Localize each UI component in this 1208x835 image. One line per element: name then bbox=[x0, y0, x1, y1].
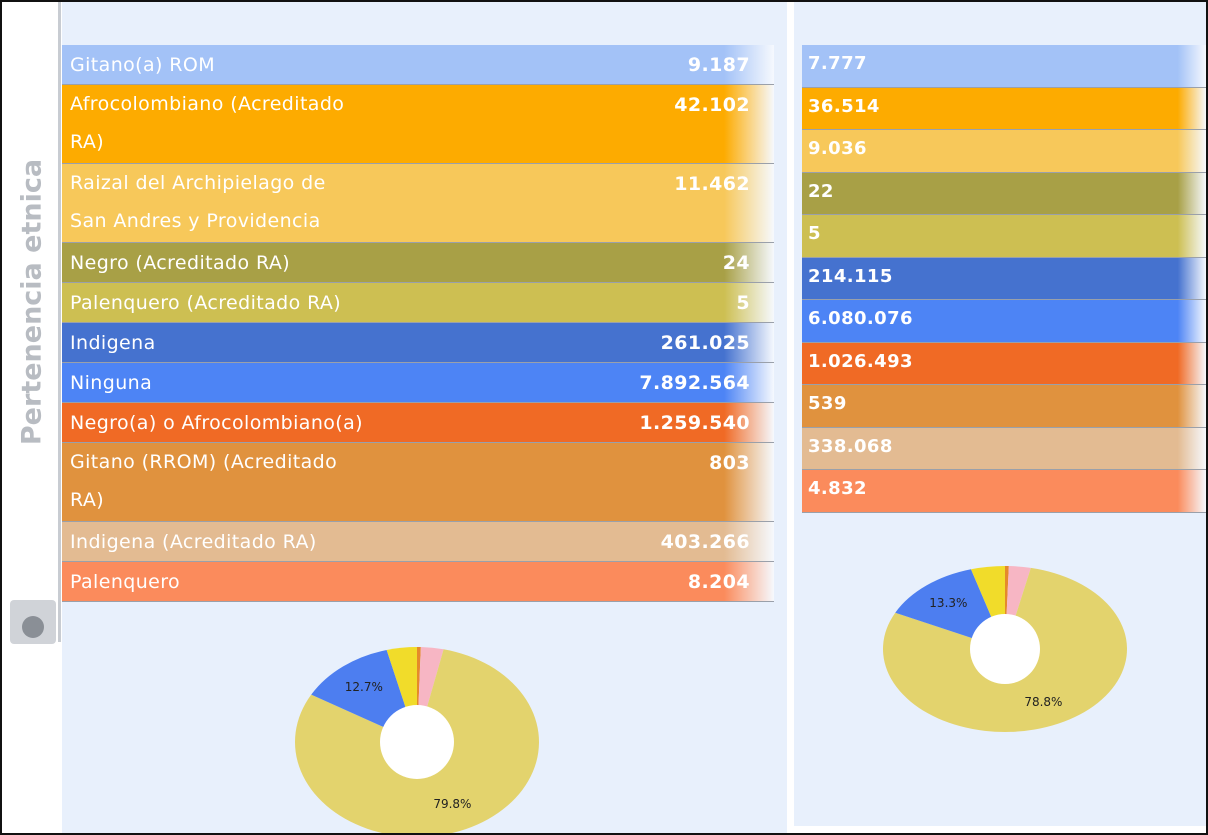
table-row: 5 bbox=[802, 215, 1206, 258]
table-row: 1.026.493 bbox=[802, 342, 1206, 385]
table-row: Raizal del Archipielago de San Andres y P… bbox=[62, 164, 774, 243]
row-label: Gitano(a) ROM bbox=[70, 45, 215, 85]
row-value: 7.777 bbox=[808, 53, 867, 74]
label-line: Negro(a) o Afrocolombiano(a) bbox=[70, 412, 363, 434]
label-line: San Andres y Providencia bbox=[70, 210, 321, 232]
row-value: 261.025 bbox=[660, 332, 750, 354]
label-line: Palenquero bbox=[70, 571, 181, 593]
table-row: Indigena 261.025 bbox=[62, 323, 774, 363]
row-value: 8.204 bbox=[687, 571, 750, 593]
row-value: 7.892.564 bbox=[639, 372, 750, 394]
row-value: 403.266 bbox=[660, 531, 750, 553]
label-line: Raizal del Archipielago de bbox=[70, 172, 326, 194]
table-row: 22 bbox=[802, 172, 1206, 215]
row-value: 11.462 bbox=[674, 173, 750, 195]
label-line: RA) bbox=[70, 489, 105, 511]
label-line: Indigena (Acreditado RA) bbox=[70, 531, 317, 553]
row-value: 24 bbox=[722, 252, 750, 274]
row-value: 803 bbox=[709, 452, 750, 474]
label-line: RA) bbox=[70, 131, 105, 153]
row-value: 5 bbox=[736, 292, 750, 314]
table-row: 4.832 bbox=[802, 470, 1206, 513]
row-value: 1.259.540 bbox=[639, 412, 750, 434]
table-row: 338.068 bbox=[802, 427, 1206, 470]
table-row: Negro (Acreditado RA) 24 bbox=[62, 243, 774, 283]
row-label: Palenquero (Acreditado RA) bbox=[70, 283, 341, 323]
row-label: Indigena (Acreditado RA) bbox=[70, 522, 317, 562]
slice-label: 79.8% bbox=[433, 797, 471, 811]
row-value: 338.068 bbox=[808, 435, 893, 457]
slice-label: 78.8% bbox=[1024, 695, 1062, 709]
label-line: Afrocolombiano (Acreditado bbox=[70, 93, 345, 115]
table-row: Palenquero 8.204 bbox=[62, 562, 774, 602]
divider bbox=[58, 2, 61, 642]
table-row: Ninguna 7.892.564 bbox=[62, 363, 774, 403]
donut-hole bbox=[380, 705, 454, 779]
row-label: Palenquero bbox=[70, 562, 180, 602]
row-value: 42.102 bbox=[674, 94, 750, 116]
row-label: Negro (Acreditado RA) bbox=[70, 243, 290, 283]
row-label: Indigena bbox=[70, 323, 156, 363]
table-row: Indigena (Acreditado RA) 403.266 bbox=[62, 522, 774, 562]
label-line: Ninguna bbox=[70, 372, 153, 394]
row-value: 9.036 bbox=[808, 138, 867, 159]
table-row: 9.036 bbox=[802, 130, 1206, 173]
table-row: 214.115 bbox=[802, 257, 1206, 300]
table-row: 7.777 bbox=[802, 45, 1206, 88]
scroll-button[interactable] bbox=[10, 600, 56, 644]
row-value: 539 bbox=[808, 393, 847, 414]
table-row: 539 bbox=[802, 385, 1206, 428]
table-row: Gitano(a) ROM 9.187 bbox=[62, 45, 774, 85]
row-value: 6.080.076 bbox=[808, 308, 913, 329]
table-row: Palenquero (Acreditado RA) 5 bbox=[62, 283, 774, 323]
table-row: 36.514 bbox=[802, 87, 1206, 130]
row-value: 1.026.493 bbox=[808, 350, 913, 372]
row-label: Gitano (RROM) (Acreditado RA) bbox=[70, 443, 337, 519]
table-row: Afrocolombiano (Acreditado RA) 42.102 bbox=[62, 85, 774, 164]
row-value: 36.514 bbox=[808, 95, 880, 117]
row-value: 9.187 bbox=[687, 54, 750, 76]
row-label: Afrocolombiano (Acreditado RA) bbox=[70, 85, 344, 161]
label-line: Gitano(a) ROM bbox=[70, 54, 216, 76]
row-label: Raizal del Archipielago de San Andres y P… bbox=[70, 164, 326, 240]
table-row: Negro(a) o Afrocolombiano(a) 1.259.540 bbox=[62, 403, 774, 443]
label-line: Negro (Acreditado RA) bbox=[70, 252, 291, 274]
table-row: Gitano (RROM) (Acreditado RA) 803 bbox=[62, 443, 774, 522]
label-line: Palenquero (Acreditado RA) bbox=[70, 292, 342, 314]
donut-slice bbox=[294, 649, 539, 833]
row-label: Ninguna bbox=[70, 363, 152, 403]
table-row: 6.080.076 bbox=[802, 300, 1206, 343]
row-value: 214.115 bbox=[808, 265, 893, 287]
row-value: 22 bbox=[808, 180, 834, 202]
row-value: 4.832 bbox=[808, 478, 867, 499]
slice-label: 12.7% bbox=[345, 680, 383, 694]
label-line: Indigena bbox=[70, 332, 156, 354]
slice-label: 13.3% bbox=[929, 596, 967, 610]
donut-hole bbox=[970, 614, 1040, 684]
label-line: Gitano (RROM) (Acreditado bbox=[70, 451, 338, 473]
row-label: Negro(a) o Afrocolombiano(a) bbox=[70, 403, 363, 443]
row-value: 5 bbox=[808, 223, 821, 244]
